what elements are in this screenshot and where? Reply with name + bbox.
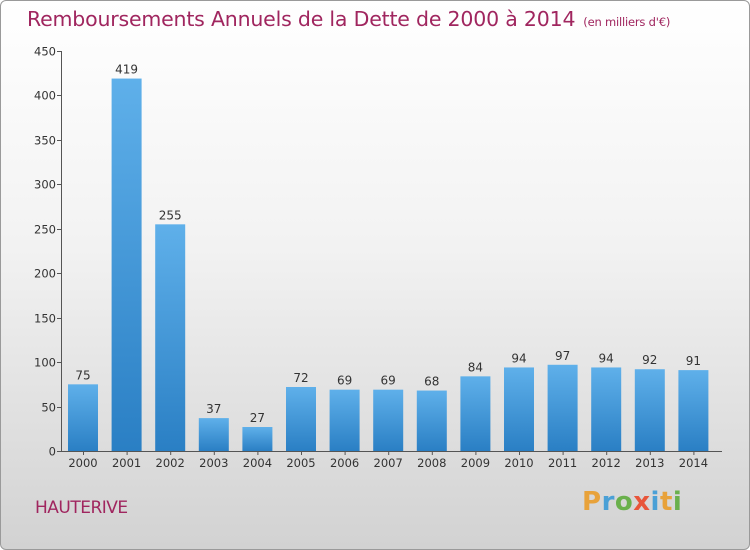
proxiti-logo: Proxiti [582, 487, 682, 517]
y-tick-label: 400 [34, 89, 56, 103]
y-tick-label: 200 [34, 267, 56, 281]
logo-letter: o [614, 487, 634, 517]
x-tick-label-2007: 2007 [374, 456, 403, 470]
x-tick-label-2010: 2010 [504, 456, 533, 470]
data-label-2012: 94 [599, 351, 614, 365]
bar-2008 [416, 390, 447, 451]
y-tick-label: 100 [34, 356, 56, 370]
bar-2003 [198, 418, 229, 451]
data-label-2006: 69 [337, 374, 352, 388]
x-tick-label-2000: 2000 [68, 456, 97, 470]
x-tick-label-2006: 2006 [330, 456, 359, 470]
bar-2010 [504, 367, 534, 451]
x-tick-label-2014: 2014 [679, 456, 708, 470]
data-label-2004: 27 [250, 411, 265, 425]
chart-unit-note: (en milliers d'€) [583, 15, 671, 29]
logo-letter: P [582, 487, 602, 517]
bar-2014 [678, 370, 709, 451]
data-label-2007: 69 [381, 374, 396, 388]
x-tick-label-2005: 2005 [286, 456, 315, 470]
logo-letter: i [672, 487, 683, 517]
y-tick-label: 250 [34, 223, 56, 237]
bar-2001 [111, 78, 142, 452]
data-label-2000: 75 [75, 368, 90, 382]
bar-2006 [329, 389, 360, 451]
bar-2002 [155, 224, 186, 451]
chart-title: Remboursements Annuels de la Dette de 20… [27, 7, 670, 31]
bar-2005 [286, 387, 316, 451]
y-tick-label: 150 [34, 312, 56, 326]
logo-letter: x [633, 487, 651, 517]
x-tick-label-2012: 2012 [592, 456, 621, 470]
x-tick-label-2011: 2011 [548, 456, 577, 470]
axes-group: 0 50 100 150 200 250 300 350 400 450 2000 2001 2002 2… [34, 45, 722, 470]
bars-group [68, 78, 709, 452]
bar-2011 [547, 364, 578, 451]
x-tick-label-2009: 2009 [461, 456, 490, 470]
data-label-2014: 91 [686, 354, 701, 368]
y-tick-label: 50 [41, 401, 56, 415]
data-labels-group: 75 419 255 37 27 72 69 69 68 84 94 97 94 92 91 [75, 63, 701, 425]
data-label-2009: 84 [468, 360, 483, 374]
bar-2000 [68, 384, 98, 451]
logo-letter: i [650, 487, 660, 517]
data-label-2002: 255 [159, 208, 182, 222]
x-tick-label-2008: 2008 [417, 456, 446, 470]
bar-2013 [634, 369, 665, 451]
logo-letter: r [601, 487, 615, 517]
x-tick-label-2001: 2001 [112, 456, 141, 470]
bar-2007 [373, 389, 404, 451]
y-tick-label: 0 [49, 445, 56, 459]
x-tick-label-2004: 2004 [243, 456, 272, 470]
x-tick-label-2003: 2003 [199, 456, 228, 470]
y-tick-label: 350 [34, 134, 56, 148]
x-tick-label-2013: 2013 [635, 456, 664, 470]
x-tick-label-2002: 2002 [156, 456, 185, 470]
location-label: HAUTERIVE [35, 498, 128, 518]
bar-2012 [591, 367, 622, 451]
data-label-2010: 94 [511, 351, 526, 365]
bar-2004 [242, 427, 273, 451]
y-tick-label: 450 [34, 45, 56, 59]
data-label-2011: 97 [555, 349, 570, 363]
logo-letter: t [659, 487, 673, 517]
chart-title-text: Remboursements Annuels de la Dette de 20… [27, 7, 576, 31]
bar-2009 [460, 376, 491, 451]
data-label-2005: 72 [293, 371, 308, 385]
data-label-2003: 37 [206, 402, 221, 416]
data-label-2013: 92 [642, 353, 657, 367]
data-label-2008: 68 [424, 375, 439, 389]
y-tick-label: 300 [34, 178, 56, 192]
data-label-2001: 419 [115, 63, 138, 77]
